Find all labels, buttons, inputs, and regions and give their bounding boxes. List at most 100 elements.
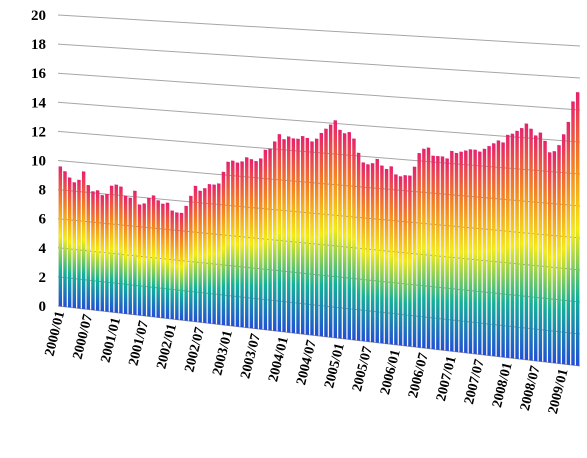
bar-2002/06 — [193, 185, 198, 323]
bar-2007/05 — [468, 149, 473, 354]
bar-2001/09 — [151, 195, 156, 318]
x-tick-label: 2007/07 — [462, 358, 488, 406]
bar-2003/09 — [263, 149, 268, 331]
bar-2006/07 — [422, 148, 426, 349]
bar-2008/02 — [510, 133, 515, 359]
bar-2003/05 — [244, 157, 249, 329]
y-tick-label: 4 — [39, 241, 47, 257]
bar-2006/09 — [431, 155, 436, 350]
y-tick-label: 18 — [31, 37, 46, 53]
bar-2002/05 — [188, 195, 193, 322]
bar-2009/02 — [566, 121, 571, 366]
x-tick-label: 2003/01 — [210, 329, 236, 377]
x-tick-label: 2008/07 — [518, 364, 544, 412]
bar-2005/05 — [356, 152, 361, 341]
bar-2001/11 — [161, 203, 165, 319]
bar-2006/01 — [394, 174, 398, 346]
bar-2004/07 — [310, 141, 314, 336]
bar-2000/04 — [72, 182, 77, 309]
bar-2006/04 — [408, 175, 412, 347]
bar-2006/10 — [436, 155, 440, 351]
y-tick-label: 10 — [31, 154, 46, 170]
bar-2008/09 — [543, 140, 547, 363]
bar-2000/08 — [91, 191, 95, 311]
y-tick-label: 0 — [39, 299, 47, 315]
y-tick-label: 16 — [31, 66, 47, 82]
bar-2003/08 — [258, 158, 263, 330]
x-tick-label: 2001/01 — [99, 316, 125, 364]
bar-2002/11 — [216, 183, 221, 325]
bar-2002/04 — [184, 205, 189, 322]
bar-2004/04 — [296, 138, 300, 334]
bar-2008/07 — [533, 135, 538, 362]
bar-2005/01 — [338, 129, 342, 339]
bar-2007/04 — [463, 150, 468, 354]
bar-2005/12 — [389, 166, 394, 345]
bar-2005/11 — [384, 168, 389, 345]
bar-2008/06 — [529, 128, 533, 361]
bar-2007/02 — [454, 152, 459, 353]
bar-2004/09 — [319, 132, 324, 337]
bar-2008/05 — [524, 123, 529, 361]
bar-2007/06 — [473, 149, 477, 355]
y-tick-label: 6 — [39, 212, 47, 228]
bar-2000/01 — [58, 166, 63, 307]
x-tick-label: 2005/01 — [322, 342, 348, 390]
bar-2003/11 — [272, 141, 277, 332]
bar-2003/03 — [235, 162, 240, 327]
gridline-18 — [57, 43, 581, 79]
x-tick-label: 2004/07 — [294, 339, 320, 387]
bar-2009/01 — [561, 134, 566, 365]
x-tick-label: 2003/07 — [238, 332, 264, 380]
bar-2002/07 — [198, 190, 202, 323]
bar-2007/01 — [449, 150, 454, 352]
bar-2000/06 — [81, 171, 86, 310]
bar-2001/05 — [133, 190, 137, 316]
gridline-14 — [57, 101, 581, 143]
x-tick-label: 2005/07 — [350, 345, 376, 393]
bar-2008/12 — [557, 144, 561, 364]
bar-2002/01 — [170, 210, 175, 320]
bar-2000/09 — [95, 190, 100, 311]
bar-2004/12 — [333, 120, 338, 339]
bar-2002/09 — [207, 183, 212, 324]
x-tick-label: 2008/01 — [490, 361, 516, 409]
x-tick-label: 2002/01 — [154, 322, 180, 370]
bar-2006/08 — [426, 147, 431, 349]
bar-2005/04 — [352, 138, 356, 341]
bar-2007/07 — [477, 151, 482, 355]
bar-2008/04 — [519, 127, 524, 360]
bar-2008/11 — [552, 150, 557, 364]
y-tick-label: 14 — [31, 95, 47, 111]
bar-2007/08 — [482, 148, 487, 356]
bar-undefined — [575, 91, 580, 367]
bar-2004/08 — [314, 138, 319, 337]
bar-2008/08 — [538, 132, 543, 362]
bar-2007/03 — [459, 151, 463, 353]
bar-2000/10 — [100, 194, 105, 312]
bar-2005/02 — [342, 133, 347, 340]
bar-2003/07 — [254, 160, 258, 330]
bar-2003/02 — [230, 160, 235, 327]
bar-2004/06 — [305, 137, 310, 336]
bar-2004/10 — [324, 128, 328, 338]
bar-2001/12 — [165, 202, 170, 319]
bar-2006/11 — [440, 156, 445, 351]
bar-2005/03 — [347, 131, 352, 340]
x-tick-label: 2004/01 — [266, 335, 292, 383]
bar-2005/10 — [380, 165, 384, 344]
bar-2001/01 — [114, 184, 119, 314]
bar-2001/10 — [156, 200, 161, 318]
x-tick-label: 2009/01 — [546, 367, 572, 415]
y-tick-label: 8 — [39, 183, 47, 199]
x-tick-label: 2007/01 — [434, 355, 460, 403]
bar-2004/05 — [300, 135, 305, 335]
bar-2000/05 — [77, 179, 81, 309]
bar-2002/02 — [175, 212, 179, 321]
bar-2000/07 — [86, 184, 91, 310]
x-tick-label: 2000/01 — [43, 310, 69, 358]
bar-2002/10 — [212, 184, 216, 325]
x-tick-label: 2001/07 — [126, 319, 152, 367]
bar-2009/03 — [571, 101, 575, 366]
